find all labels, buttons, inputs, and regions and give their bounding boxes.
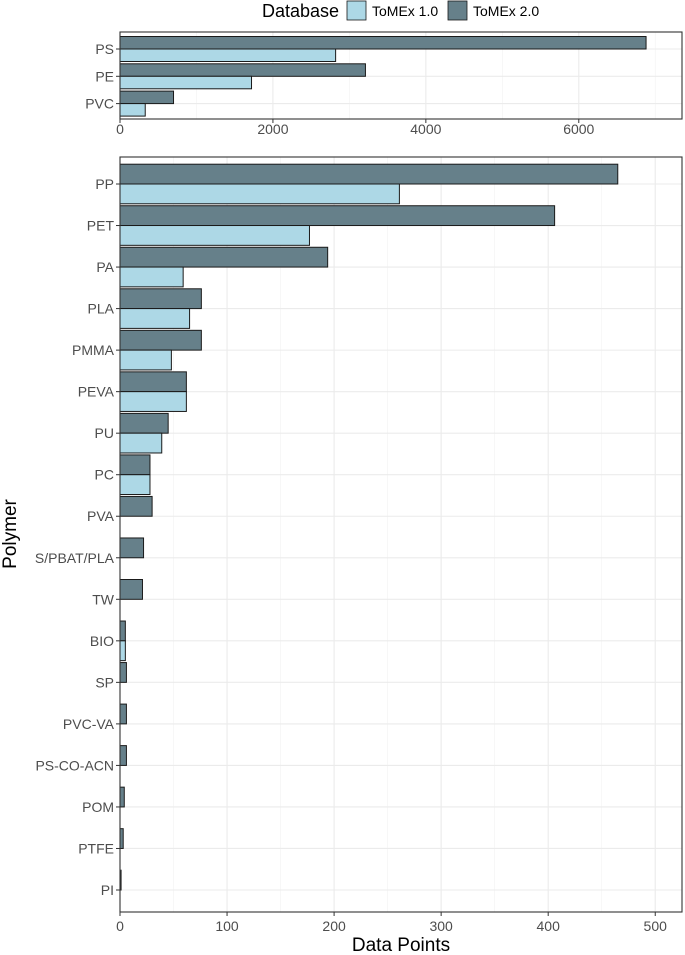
legend-swatch-tomex-2 (447, 0, 468, 21)
bar-tomex-2-pc (119, 454, 151, 476)
bar-tomex-2-pu (119, 412, 169, 434)
bar-tomex-1-pmma (119, 349, 172, 371)
y-tick-label-bio: BIO (90, 633, 114, 649)
bar-tomex-1-bio (119, 640, 126, 662)
bar-tomex-2-pvc (119, 90, 175, 105)
bar-tomex-2-bio (119, 620, 126, 642)
legend: Database ToMEx 1.0 ToMEx 2.0 (262, 0, 539, 21)
bar-tomex-2-peva (119, 371, 187, 393)
bar-tomex-1-pvc (119, 103, 146, 117)
bar-tomex-2-pvc-va (119, 703, 127, 725)
bar-tomex-2-tw (119, 579, 143, 600)
y-tick-label-pvc-va: PVC-VA (63, 716, 115, 732)
x-tick-label-100: 100 (215, 918, 239, 934)
x-tick-label-200: 200 (322, 918, 346, 934)
x-tick-label-300: 300 (429, 918, 453, 934)
bar-tomex-2-ps (119, 36, 647, 50)
bar-tomex-2-pet (119, 205, 556, 227)
bar-tomex-2-pp (119, 163, 619, 185)
y-tick-label-ps: PS (95, 41, 114, 57)
legend-label-tomex-1: ToMEx 1.0 (372, 3, 438, 19)
bar-tomex-2-ps-co-acn (119, 745, 127, 766)
y-tick-label-pe: PE (95, 68, 114, 84)
y-tick-label-pva: PVA (87, 508, 115, 524)
y-tick-label-peva: PEVA (78, 384, 115, 400)
y-axis-title: Polymer (0, 498, 21, 568)
x-tick-label-2000: 2000 (257, 121, 288, 137)
y-tick-label-ps-co-acn: PS-CO-ACN (35, 757, 114, 773)
y-tick-label-pu: PU (95, 425, 114, 441)
bar-tomex-1-pa (119, 266, 184, 288)
x-tick-label-400: 400 (537, 918, 561, 934)
x-tick-label-0: 0 (116, 121, 124, 137)
legend-swatch-tomex-1 (346, 0, 367, 21)
legend-label-tomex-2: ToMEx 2.0 (473, 3, 539, 19)
x-tick-label-6000: 6000 (563, 121, 594, 137)
bar-tomex-1-pu (119, 432, 163, 454)
bar-tomex-1-pet (119, 225, 310, 246)
bar-tomex-2-pva (119, 495, 153, 517)
y-tick-label-pom: POM (82, 799, 114, 815)
bar-tomex-2-pla (119, 288, 202, 310)
bar-tomex-2-pmma (119, 329, 202, 351)
bar-tomex-1-ps (119, 48, 337, 62)
bar-tomex-1-pc (119, 474, 151, 496)
y-tick-label-pp: PP (95, 176, 114, 192)
y-tick-label-pi: PI (101, 882, 114, 898)
x-tick-label-4000: 4000 (410, 121, 441, 137)
y-tick-label-pvc: PVC (85, 96, 114, 112)
legend-title: Database (262, 1, 339, 21)
bar-tomex-2-pom (119, 786, 125, 808)
bar-tomex-1-pe (119, 75, 253, 90)
bar-tomex-2-pe (119, 63, 366, 77)
y-tick-label-sp: SP (95, 674, 114, 690)
bar-tomex-1-peva (119, 391, 187, 412)
bar-tomex-2-s-pbat-pla (119, 537, 145, 559)
bar-tomex-2-sp (119, 662, 127, 683)
x-tick-label-500: 500 (644, 918, 668, 934)
panel-bottom: PP PET PA PLA PMMA PEVA PU PC PVA S/PBAT/PLA TW BIO… (35, 156, 683, 934)
x-axis-title: Data Points (352, 935, 450, 955)
bar-tomex-2-pa (119, 246, 329, 268)
bar-tomex-1-pp (119, 183, 400, 205)
y-tick-label-ptfe: PTFE (78, 840, 114, 856)
panel-border (119, 31, 683, 120)
y-tick-label-pet: PET (87, 218, 115, 234)
y-tick-label-pla: PLA (88, 301, 115, 317)
bar-tomex-1-pla (119, 308, 191, 329)
panel-border (119, 156, 683, 913)
y-tick-label-pmma: PMMA (72, 342, 115, 358)
y-tick-label-pc: PC (95, 467, 114, 483)
y-tick-label-pa: PA (96, 259, 114, 275)
y-tick-label-tw: TW (92, 591, 115, 607)
x-tick-label-0: 0 (116, 918, 124, 934)
y-tick-label-s-pbat-pla: S/PBAT/PLA (35, 550, 115, 566)
